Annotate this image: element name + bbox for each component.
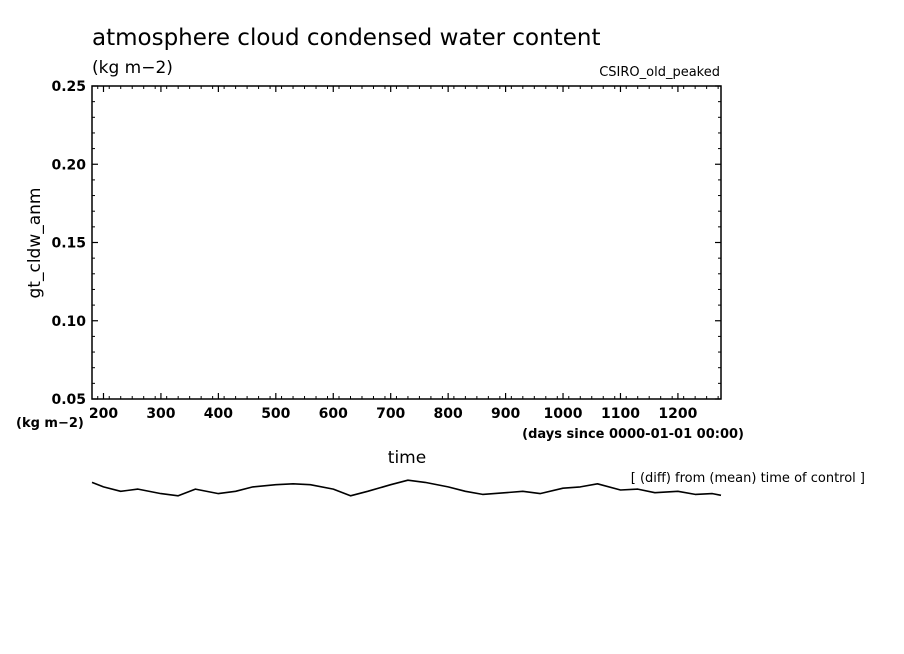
y-tick-label: 0.25 [51, 79, 86, 95]
y-axis-label: gt_cldw_anm [25, 188, 45, 299]
x-tick-label: 800 [434, 406, 463, 422]
series-line [91, 479, 722, 497]
x-tick-label: 700 [376, 406, 405, 422]
model-label: CSIRO_old_peaked [599, 65, 720, 80]
plot-frame [91, 85, 722, 400]
y-tick-label: 0.10 [51, 314, 86, 330]
x-tick-label: 600 [319, 406, 348, 422]
x-tick-label: 400 [204, 406, 233, 422]
x-tick-label: 900 [491, 406, 520, 422]
y-axis-units: (kg m−2) [16, 416, 84, 431]
diff-note: [ (diff) from (mean) time of control ] [631, 471, 865, 486]
y-tick-label: 0.05 [51, 392, 86, 408]
x-axis-units: (days since 0000-01-01 00:00) [522, 427, 744, 442]
x-tick-label: 500 [261, 406, 290, 422]
title-units: (kg m−2) [92, 58, 173, 78]
x-tick-label: 200 [89, 406, 118, 422]
x-tick-label: 1200 [658, 406, 697, 422]
y-tick-label: 0.15 [51, 236, 86, 252]
x-tick-label: 1000 [544, 406, 583, 422]
x-axis-label: time [388, 448, 426, 468]
chart-title: atmosphere cloud condensed water content [92, 25, 600, 51]
x-axis-ticks: 200 300 400 500 600 700 800 900 1000 1100 1200 [89, 86, 719, 422]
y-tick-label: 0.20 [51, 157, 86, 173]
x-tick-label: 1100 [601, 406, 640, 422]
x-tick-label: 300 [146, 406, 175, 422]
y-axis-ticks: 0.05 0.10 0.15 0.20 0.25 [51, 79, 721, 408]
series-layer [91, 479, 722, 497]
